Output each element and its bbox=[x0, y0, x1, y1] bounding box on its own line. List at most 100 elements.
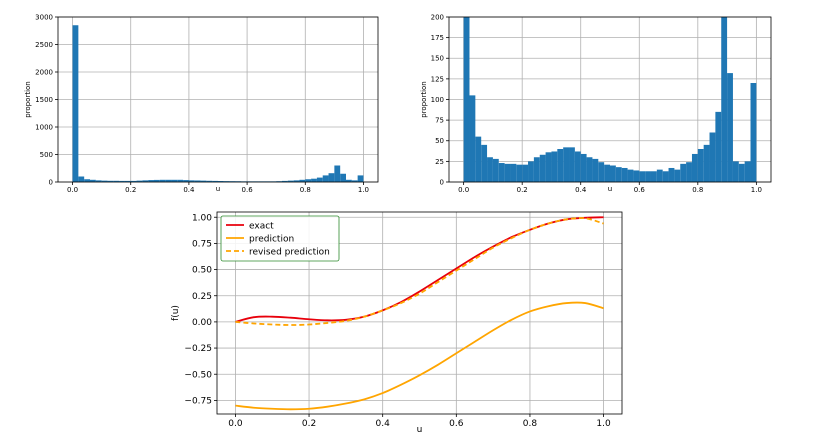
histogram-bar bbox=[124, 180, 131, 182]
x-tick-label: 0.8 bbox=[300, 186, 311, 194]
x-tick-label: 1.0 bbox=[596, 419, 611, 429]
histogram-bar bbox=[194, 180, 201, 182]
histogram-bar bbox=[78, 176, 85, 182]
histogram-bar bbox=[633, 170, 640, 182]
histogram-bar bbox=[686, 162, 692, 182]
histogram-bar bbox=[223, 181, 230, 182]
y-tick-label: 200 bbox=[431, 13, 444, 21]
histogram-bar bbox=[276, 181, 282, 182]
histogram-bar bbox=[229, 181, 236, 182]
histogram-bar bbox=[680, 163, 687, 182]
histogram-bar bbox=[142, 180, 149, 182]
x-tick-label: 0.0 bbox=[67, 186, 78, 194]
histogram-bar bbox=[697, 149, 704, 182]
x-tick-label: 0.6 bbox=[634, 186, 646, 194]
x-tick-label: 0.4 bbox=[575, 186, 587, 194]
chart-3: 0.0 0.2 0.4 0.6 0.8 1.0 −0.75 −0.50 −0.25 0.00 0.2… bbox=[171, 211, 623, 435]
histogram-bar bbox=[84, 179, 90, 182]
histogram-bar bbox=[645, 171, 651, 182]
histogram-bar bbox=[615, 167, 622, 182]
histogram-bar bbox=[639, 171, 646, 182]
histogram-bar bbox=[340, 173, 346, 182]
histogram-bar bbox=[293, 180, 300, 182]
y-tick-label: 25 bbox=[435, 158, 444, 166]
histogram-bar bbox=[334, 165, 341, 182]
histogram-bar bbox=[715, 111, 722, 182]
histogram-bar bbox=[557, 149, 564, 182]
y-tick-label: 50 bbox=[435, 137, 444, 145]
histogram-bar bbox=[563, 147, 570, 182]
x-tick-label: 0.8 bbox=[692, 186, 703, 194]
series-line-prediction bbox=[235, 301, 604, 411]
y-tick-label: 150 bbox=[431, 55, 444, 63]
y-tick-label: 0.50 bbox=[192, 266, 212, 276]
y-axis-label: proportion bbox=[24, 81, 32, 117]
histogram-bar bbox=[130, 180, 137, 182]
y-tick-label: 2000 bbox=[35, 68, 53, 76]
histogram-bar bbox=[101, 180, 108, 182]
histogram-bar bbox=[516, 164, 523, 182]
histogram-bar bbox=[750, 83, 757, 182]
histogram-bar bbox=[598, 162, 605, 182]
histogram-bar bbox=[305, 179, 312, 182]
series-line-revised-prediction bbox=[235, 217, 604, 326]
y-tick-label: 175 bbox=[431, 34, 444, 42]
legend-label: prediction bbox=[249, 235, 294, 245]
y-tick-label: −0.75 bbox=[184, 397, 212, 407]
y-axis-label: f(u) bbox=[171, 305, 181, 321]
histogram-bar bbox=[463, 17, 470, 182]
histogram-bar bbox=[72, 25, 79, 182]
chart-1: 0.0 0.2 0.4 0.6 0.8 1.0 0 500 1000 1500 2000 2500 30… bbox=[24, 13, 379, 194]
y-tick-label: 75 bbox=[435, 117, 444, 125]
histogram-bar bbox=[90, 179, 96, 182]
histogram-bar bbox=[299, 179, 306, 182]
histogram-bar bbox=[469, 95, 476, 182]
histogram-bar bbox=[188, 180, 195, 182]
y-tick-label: 1.00 bbox=[192, 213, 212, 223]
histogram-bar bbox=[650, 171, 657, 182]
histogram-bar bbox=[171, 179, 178, 182]
y-tick-label: 1000 bbox=[35, 123, 53, 131]
histogram-bar bbox=[148, 180, 154, 182]
x-axis-label: u bbox=[608, 185, 612, 193]
histogram-bar bbox=[346, 179, 352, 182]
histogram-bar bbox=[136, 180, 143, 182]
histogram-bar bbox=[621, 167, 628, 182]
histogram-bar bbox=[522, 164, 529, 182]
histogram-bar bbox=[322, 175, 329, 182]
x-tick-label: 1.0 bbox=[358, 186, 369, 194]
legend-label: exact bbox=[249, 222, 274, 232]
histogram-bar bbox=[709, 132, 716, 182]
y-axis-label: proportion bbox=[420, 81, 428, 117]
histogram-bar bbox=[218, 181, 224, 182]
y-tick-label: 2500 bbox=[35, 41, 53, 49]
histogram-bar bbox=[656, 169, 663, 182]
histogram-bar bbox=[287, 180, 294, 182]
y-tick-label: −0.50 bbox=[184, 370, 212, 380]
histogram-bar bbox=[487, 157, 493, 182]
histogram-bar bbox=[744, 161, 751, 182]
histogram-bar bbox=[311, 178, 317, 182]
histogram-bar bbox=[545, 152, 552, 182]
y-tick-label: 0 bbox=[49, 178, 53, 186]
histogram-bar bbox=[282, 180, 288, 182]
histogram-bar bbox=[580, 153, 587, 182]
x-tick-label: 1.0 bbox=[751, 186, 762, 194]
histogram-bar bbox=[528, 161, 534, 182]
histogram-bar bbox=[119, 180, 125, 182]
plot-area bbox=[463, 17, 757, 182]
histogram-bar bbox=[668, 167, 675, 182]
legend-label: revised prediction bbox=[249, 248, 330, 258]
histogram-bar bbox=[113, 180, 120, 182]
histogram-bar bbox=[177, 179, 184, 182]
y-tick-label: 1500 bbox=[35, 96, 53, 104]
histogram-bar bbox=[586, 157, 593, 182]
x-axis-label: u bbox=[417, 425, 423, 435]
histogram-bar bbox=[107, 180, 114, 182]
x-tick-label: 0.8 bbox=[523, 419, 538, 429]
histogram-bar bbox=[357, 175, 364, 182]
histogram-bar bbox=[510, 163, 517, 182]
histogram-bar bbox=[206, 180, 213, 182]
x-tick-label: 0.0 bbox=[458, 186, 469, 194]
